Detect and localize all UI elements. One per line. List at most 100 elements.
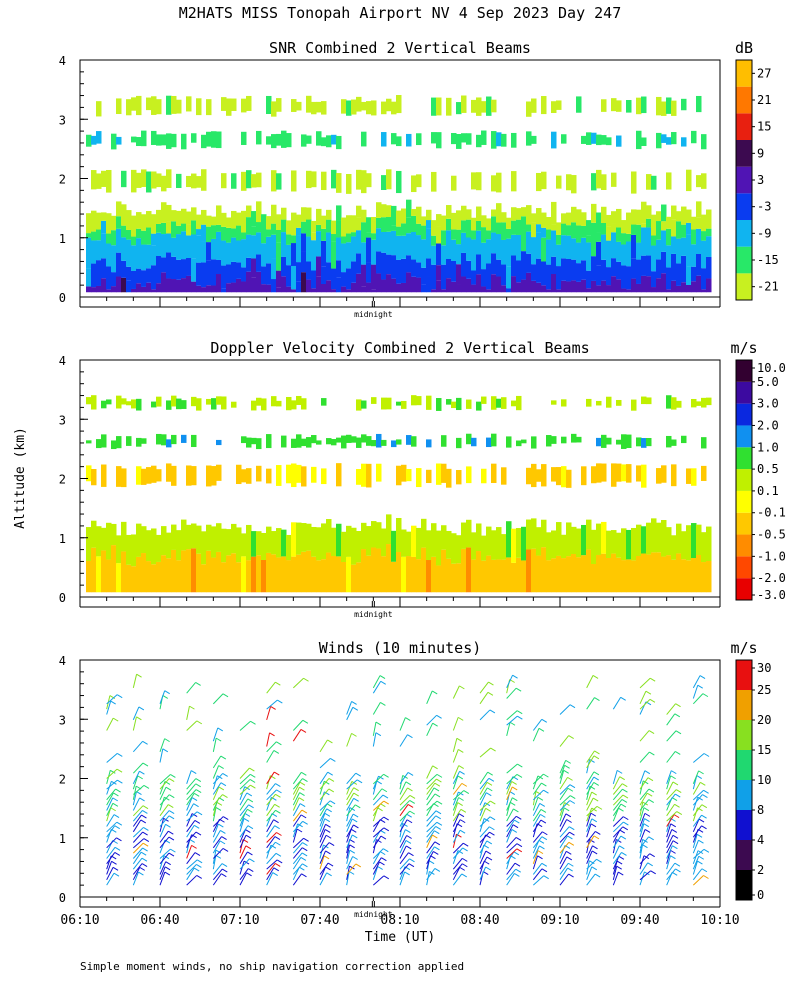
wind-barb-flag	[244, 812, 251, 817]
heatmap-cell	[696, 228, 702, 254]
heatmap-cell	[256, 232, 262, 255]
heatmap-cell	[196, 229, 202, 236]
colorbar-segment	[736, 360, 752, 382]
heatmap-cell	[466, 133, 472, 145]
heatmap-cell	[696, 554, 702, 593]
heatmap-cell	[206, 398, 212, 405]
wind-barb	[212, 873, 222, 886]
wind-barb	[426, 793, 436, 806]
heatmap-cell	[101, 464, 107, 487]
wind-barb-flag	[589, 759, 595, 763]
heatmap-cell	[491, 216, 497, 233]
heatmap-cell	[591, 466, 597, 484]
heatmap-cell	[486, 437, 492, 448]
wind-barb-flag	[619, 845, 625, 850]
wind-barb-flag	[459, 685, 465, 690]
wind-barb-flag	[593, 776, 600, 781]
heatmap-cell	[656, 221, 662, 240]
wind-barb	[266, 859, 278, 870]
heatmap-cell	[246, 468, 252, 484]
midnight-label: midnight	[354, 310, 393, 319]
heatmap-cell	[186, 96, 192, 112]
heatmap-cell	[376, 522, 382, 549]
wind-barb	[452, 749, 459, 763]
heatmap-cell	[226, 529, 232, 556]
wind-barb-flag	[540, 819, 547, 824]
colorbar-label: 3.0	[757, 397, 779, 411]
wind-barb-flag	[299, 781, 306, 786]
heatmap-cell	[541, 261, 547, 286]
wind-barb-flag	[675, 868, 681, 873]
heatmap-cell	[706, 526, 712, 562]
wind-barb-flag	[514, 862, 521, 867]
wind-barb	[212, 727, 219, 742]
wind-barb	[106, 753, 118, 763]
heatmap-cell	[701, 465, 707, 481]
heatmap-cell	[631, 527, 637, 561]
heatmap-cell	[321, 468, 327, 485]
wind-barb	[186, 811, 198, 822]
wind-barb-flag	[168, 815, 175, 820]
heatmap-cell	[486, 239, 492, 264]
wind-barb-flag	[540, 808, 547, 813]
heatmap-cell	[86, 560, 92, 593]
heatmap-cell	[436, 265, 442, 281]
wind-barb	[666, 703, 676, 715]
wind-barb-flag	[589, 839, 595, 843]
heatmap-cell	[681, 237, 687, 256]
heatmap-cell	[411, 209, 417, 216]
heatmap-cell	[101, 550, 107, 593]
heatmap-cell	[296, 214, 302, 228]
wind-barb-flag	[194, 852, 201, 857]
wind-barb-flag	[277, 699, 283, 704]
heatmap-cell	[101, 278, 107, 293]
wind-barb	[532, 773, 544, 785]
wind-barb	[346, 792, 355, 806]
heatmap-cell	[606, 285, 612, 293]
wind-barb	[132, 716, 137, 731]
wind-barb	[239, 818, 245, 832]
velocity-plot-area	[86, 395, 712, 593]
wind-barb-flag	[432, 765, 438, 770]
heatmap-cell	[151, 245, 157, 266]
wind-barb	[239, 786, 246, 800]
wind-barb	[506, 824, 514, 838]
heatmap-cell	[586, 132, 592, 145]
wind-barb-flag	[196, 863, 202, 868]
wind-barb	[612, 826, 624, 838]
wind-barb-flag	[595, 831, 601, 835]
heatmap-cell	[96, 260, 102, 286]
wind-barb-flag	[675, 789, 682, 794]
wind-barb-flag	[409, 794, 416, 799]
heatmap-cell	[286, 220, 292, 235]
wind-barb-flag	[165, 786, 172, 791]
heatmap-cell	[501, 133, 507, 147]
heatmap-cell	[611, 172, 617, 187]
heatmap-cell	[546, 239, 552, 265]
heatmap-cell	[166, 133, 172, 149]
heatmap-cell	[406, 217, 412, 234]
heatmap-cell	[111, 133, 117, 150]
wind-barb	[452, 813, 460, 827]
heatmap-cell	[506, 266, 512, 289]
wind-barb	[212, 765, 220, 779]
wind-barb-flag	[569, 831, 575, 836]
wind-barb	[559, 831, 570, 843]
heatmap-cell	[346, 556, 352, 593]
heatmap-cell	[411, 259, 417, 277]
heatmap-cell	[411, 175, 417, 193]
wind-barb	[506, 851, 515, 865]
wind-barb-flag	[703, 789, 709, 794]
colorbar-label: 10	[757, 773, 771, 787]
heatmap-cell	[626, 241, 632, 267]
wind-barb	[399, 800, 411, 811]
heatmap-cell	[441, 245, 447, 265]
wind-barb	[372, 857, 382, 870]
heatmap-cell	[161, 175, 167, 192]
wind-barb	[532, 868, 543, 881]
heatmap-cell	[426, 469, 432, 484]
heatmap-cell	[266, 552, 272, 593]
wind-barb-flag	[514, 873, 520, 877]
heatmap-cell	[256, 271, 262, 293]
